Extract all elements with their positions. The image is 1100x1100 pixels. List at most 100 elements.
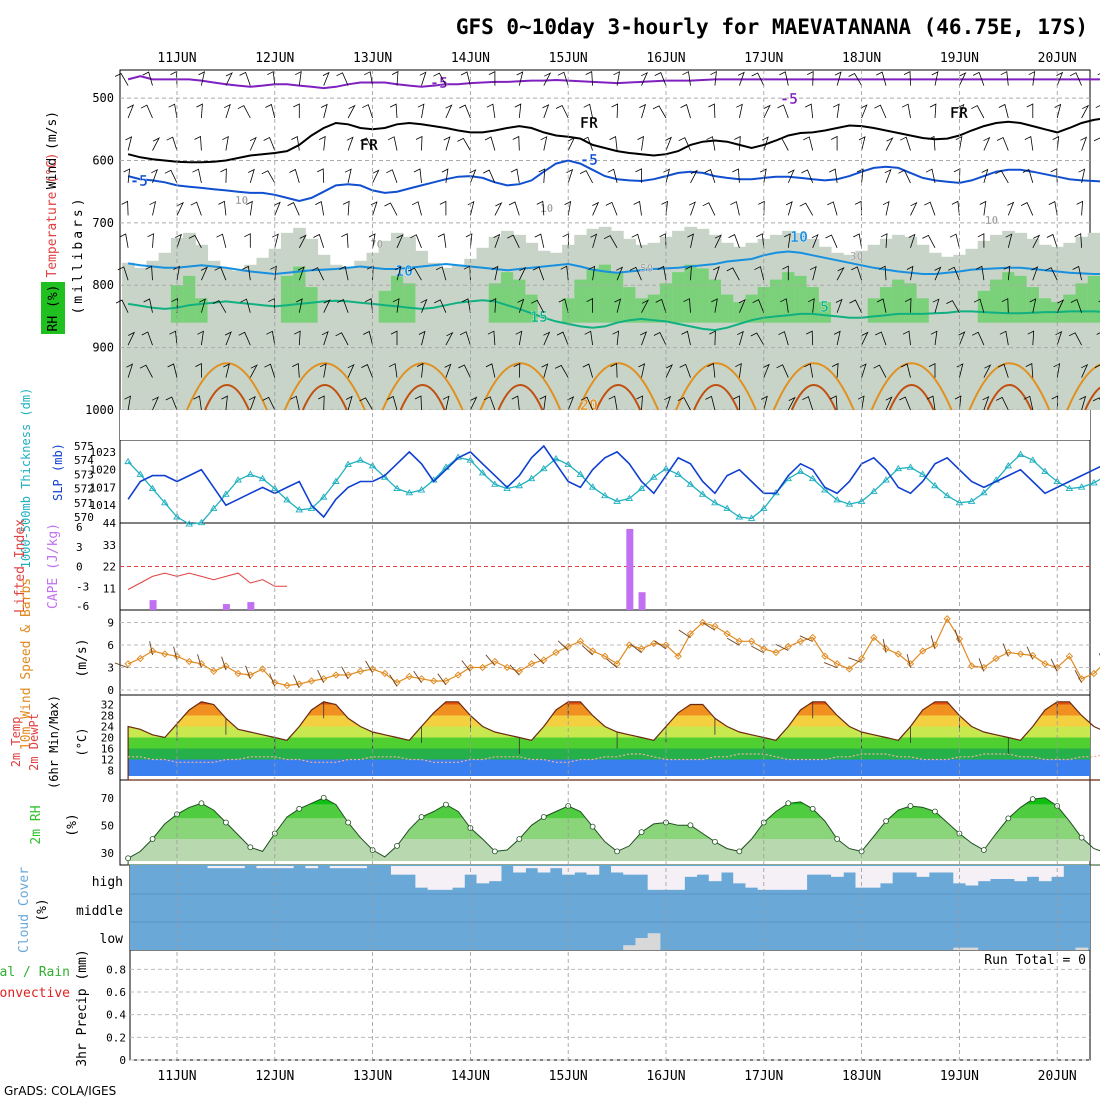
wind-barb <box>322 71 330 86</box>
wind-barb <box>410 234 422 248</box>
profile-contour-20 <box>772 362 855 411</box>
wind-barb <box>221 395 228 411</box>
cloud-high-clear <box>427 866 441 890</box>
wind-barb <box>763 104 771 119</box>
wind-barb <box>581 136 593 151</box>
wind-barb <box>488 70 496 86</box>
wind-speed-point <box>478 663 487 672</box>
rh-point <box>418 814 425 820</box>
precip-ytick: 0.4 <box>106 1009 126 1022</box>
rh-band-green <box>378 290 392 323</box>
thickness-point <box>136 470 145 477</box>
wind-barb <box>948 266 960 281</box>
rh-band <box>733 246 746 410</box>
wind-barb <box>485 363 496 378</box>
rh-band <box>1038 244 1052 410</box>
date-label-top: 11JUN <box>157 51 196 66</box>
wind-barb <box>139 364 153 378</box>
wind-barb <box>832 103 840 119</box>
wind-barb <box>608 395 618 411</box>
wind-barb <box>1001 298 1009 313</box>
wind-speed-point <box>283 681 291 690</box>
wind-barb <box>248 395 256 411</box>
rh-bands <box>128 797 1090 861</box>
wind-barb <box>858 136 866 151</box>
thickness-point <box>356 456 365 463</box>
rh-band-green <box>488 283 502 323</box>
profile-ylabels: Wind (m/s) Temperature (°C) (millibars) … <box>41 111 86 334</box>
wind-barb <box>836 266 845 281</box>
wind-barb <box>151 168 159 184</box>
wind-speed-point <box>747 637 756 645</box>
wind-speed-point <box>430 677 438 685</box>
profile-ylabel-rh: RH (%) <box>46 285 61 332</box>
wind-barb <box>977 233 985 248</box>
wind-barb <box>223 363 230 378</box>
wind-barb <box>873 364 887 378</box>
wind10m-ylabel: 10m Wind Speed & Barbs <box>19 578 34 750</box>
wind-barb <box>902 330 911 346</box>
precip-ylabels: Total / Rain Convective 3hr Precip (mm) <box>0 949 90 1066</box>
wind-barb <box>214 266 227 281</box>
wind-barb <box>711 298 718 313</box>
contour-label: -5 <box>780 90 798 108</box>
wind-barb <box>613 71 621 86</box>
wind-barb <box>1000 71 1009 86</box>
wind-barb <box>959 72 967 86</box>
temp2m-ylabel: 2m Temp <box>9 717 23 768</box>
cloud-high-clear <box>635 866 649 875</box>
rh-band-green <box>794 275 808 323</box>
wind-speed-point <box>686 630 695 638</box>
wind-barb <box>875 331 887 346</box>
wind-barb <box>387 395 398 411</box>
wind-speed-point <box>1090 669 1098 678</box>
rh-band-green <box>1075 283 1089 323</box>
contour-label: 70 <box>370 238 383 251</box>
temp2m-ylabels: 2m Temp 2m DewPt (6hr Min/Max) (°C) <box>9 695 89 789</box>
contour-label: -5 <box>430 74 448 92</box>
precip-run-total: Run Total = 0 <box>984 953 1086 968</box>
date-label-bottom: 19JUN <box>940 1069 979 1084</box>
rh-band <box>128 804 1090 819</box>
wind-barb <box>946 300 960 313</box>
wind-barb <box>775 137 789 151</box>
panel-frame-precip <box>129 949 1091 1061</box>
cloud-high-clear <box>953 866 967 884</box>
wind-barb <box>362 104 373 119</box>
rh-band <box>128 818 1090 839</box>
cape-bar <box>247 602 255 610</box>
wind-barb <box>445 104 453 119</box>
wind-barb <box>198 71 205 86</box>
wind-barb <box>931 71 939 86</box>
wind-barb <box>610 362 618 378</box>
wind-speed-point <box>344 671 352 679</box>
temp2m-ytick: 28 <box>101 710 114 723</box>
sounding-ytick-right: 1020 <box>90 464 117 477</box>
thickness-point <box>588 483 597 490</box>
wind-barb <box>457 137 471 151</box>
thickness-point <box>234 476 242 483</box>
rh-band-green <box>806 287 820 323</box>
wind-barb <box>193 395 202 411</box>
wind-barb <box>663 168 670 183</box>
wind-barb <box>1076 200 1084 216</box>
wind-barb <box>614 298 622 313</box>
wind-barb <box>558 298 569 313</box>
wind-barb <box>782 265 789 281</box>
wind-barb <box>516 71 524 86</box>
sounding-ytick-left: 570 <box>74 511 94 524</box>
rh-band-green <box>892 279 905 323</box>
cloud-high-clear <box>867 866 881 888</box>
wind-barb <box>249 136 257 151</box>
thickness-point <box>857 497 866 504</box>
wind-barb <box>296 298 303 313</box>
wind-barb <box>292 362 300 378</box>
wind-barb <box>555 364 569 378</box>
rh-band-green <box>598 264 612 323</box>
wind-barb <box>364 71 373 86</box>
cloud-high-clear <box>390 866 404 875</box>
rh-band-green <box>879 287 893 323</box>
wind-barb <box>396 234 404 248</box>
wind10m-barb <box>221 656 227 671</box>
wind-barb <box>216 233 227 248</box>
